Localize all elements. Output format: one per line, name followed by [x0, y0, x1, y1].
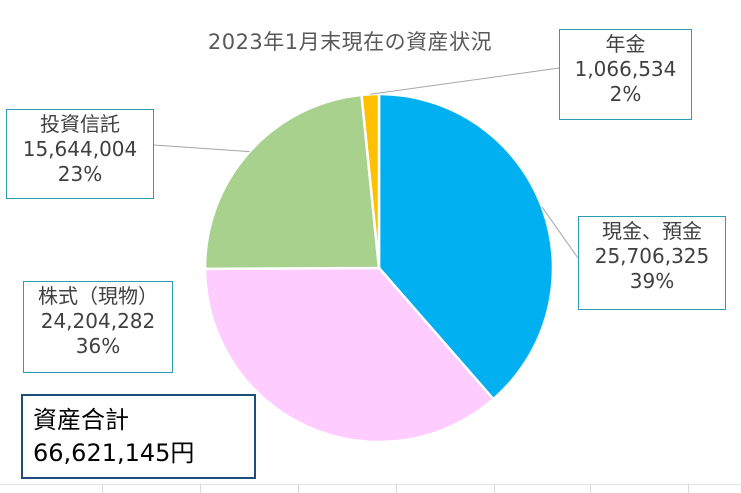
sheet-gridline — [0, 484, 741, 485]
data-label-name: 投資信託 — [40, 112, 120, 136]
pie-slice — [203, 93, 381, 271]
data-label-investment-trusts: 投資信託 15,644,004 23% — [6, 109, 154, 199]
chart-title: 2023年1月末現在の資産状況 — [207, 30, 493, 54]
data-label-value: 25,706,325 — [594, 244, 710, 268]
leader-line — [370, 67, 560, 95]
sheet-gridline — [102, 484, 103, 493]
leader-line — [541, 206, 579, 259]
sheet-gridline — [494, 484, 495, 493]
data-label-pension: 年金 1,066,534 2% — [559, 29, 692, 120]
data-label-name: 現金、預金 — [602, 219, 702, 243]
data-label-percent: 39% — [629, 269, 675, 293]
sheet-gridline — [200, 484, 201, 493]
sheet-gridline — [590, 484, 591, 493]
data-label-stocks: 株式（現物） 24,204,282 36% — [23, 281, 173, 373]
data-label-percent: 36% — [75, 334, 121, 358]
leader-line — [153, 144, 250, 153]
data-label-cash-deposits: 現金、預金 25,706,325 39% — [578, 216, 726, 310]
sheet-gridline — [396, 484, 397, 493]
data-label-value: 1,066,534 — [574, 57, 677, 81]
sheet-gridline — [688, 484, 689, 493]
data-label-value: 24,204,282 — [40, 309, 156, 333]
data-label-percent: 23% — [57, 162, 103, 186]
data-label-name: 年金 — [605, 32, 646, 56]
data-label-name: 株式（現物） — [38, 284, 158, 308]
sheet-gridline — [298, 484, 299, 493]
data-label-value: 15,644,004 — [22, 137, 138, 161]
pie-slice — [203, 266, 496, 444]
total-assets-label: 資産合計 — [33, 406, 129, 434]
data-label-percent: 2% — [609, 82, 642, 106]
total-assets-box: 資産合計 66,621,145円 — [21, 394, 256, 479]
pie-slice — [377, 92, 555, 401]
total-assets-value: 66,621,145円 — [33, 439, 195, 467]
